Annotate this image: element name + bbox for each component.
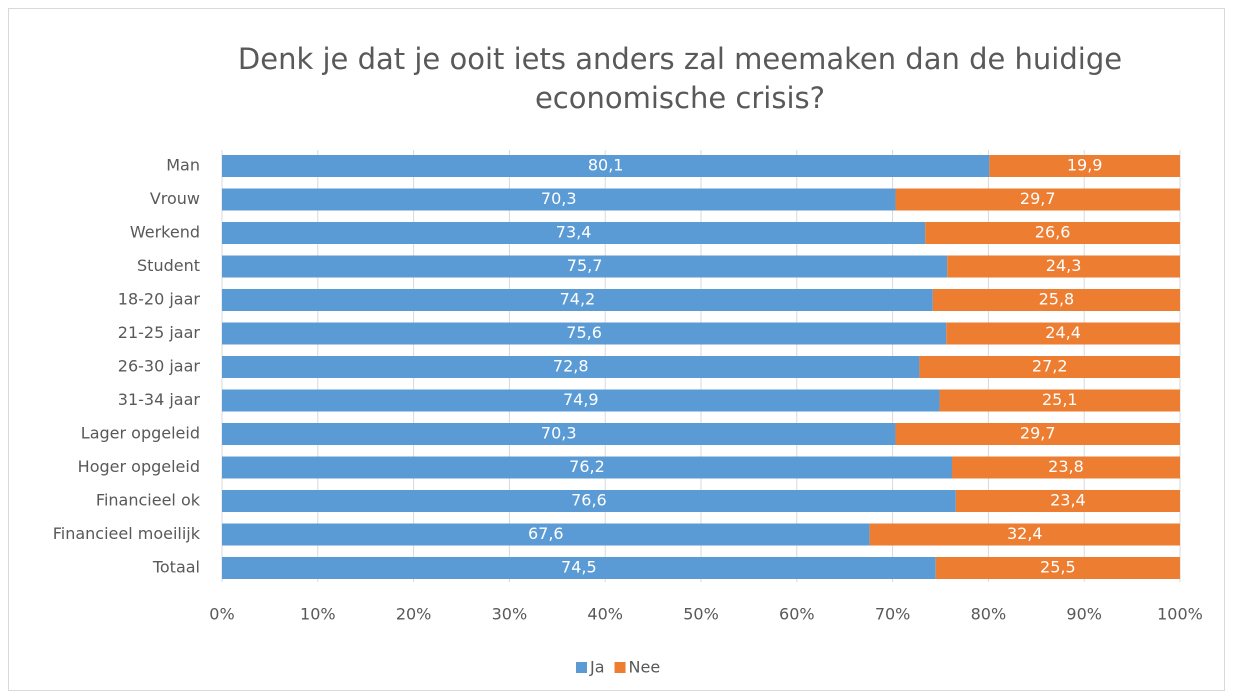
x-tick-label: 100% bbox=[1157, 605, 1203, 624]
bar-segment bbox=[222, 188, 896, 211]
data-label: 76,2 bbox=[569, 457, 605, 476]
data-label: 70,3 bbox=[541, 189, 577, 208]
y-tick-label: Financieel moeilijk bbox=[53, 524, 201, 543]
bar-segment bbox=[222, 523, 870, 546]
y-tick-label: 26-30 jaar bbox=[118, 357, 201, 376]
y-tick-label: 21-25 jaar bbox=[118, 323, 201, 342]
data-label: 25,1 bbox=[1042, 390, 1078, 409]
bar-segment bbox=[935, 557, 1180, 579]
bar-segment bbox=[895, 188, 1180, 211]
x-tick-label: 10% bbox=[300, 605, 336, 624]
data-label: 27,2 bbox=[1032, 357, 1068, 376]
legend-swatch bbox=[614, 662, 626, 673]
bar-segment bbox=[222, 490, 956, 512]
data-label: 25,8 bbox=[1039, 290, 1075, 309]
chart-border bbox=[8, 8, 1225, 691]
data-label: 70,3 bbox=[541, 424, 577, 443]
data-label: 74,9 bbox=[563, 390, 599, 409]
bar-segment bbox=[939, 389, 1180, 412]
x-tick-label: 0% bbox=[209, 605, 234, 624]
bar-segment bbox=[222, 255, 948, 278]
bar-segment bbox=[222, 456, 952, 479]
bar-segment bbox=[947, 255, 1180, 278]
bar-segment bbox=[222, 557, 936, 579]
x-tick-label: 60% bbox=[779, 605, 815, 624]
data-label: 75,6 bbox=[566, 323, 602, 342]
data-label: 74,2 bbox=[560, 290, 596, 309]
y-tick-label: Totaal bbox=[152, 558, 200, 577]
data-label: 76,6 bbox=[571, 491, 607, 510]
data-label: 25,5 bbox=[1040, 558, 1076, 577]
data-label: 72,8 bbox=[553, 357, 589, 376]
data-label: 23,4 bbox=[1050, 491, 1086, 510]
y-tick-label: Hoger opgeleid bbox=[78, 457, 200, 476]
bar-segment bbox=[222, 155, 990, 177]
data-label: 32,4 bbox=[1007, 524, 1043, 543]
bar-segment bbox=[895, 423, 1180, 445]
x-tick-label: 30% bbox=[492, 605, 528, 624]
y-tick-label: Student bbox=[137, 256, 200, 275]
data-label: 24,4 bbox=[1045, 323, 1081, 342]
x-tick-label: 80% bbox=[971, 605, 1007, 624]
bar-segment bbox=[989, 155, 1180, 177]
x-tick-label: 70% bbox=[875, 605, 911, 624]
data-label: 29,7 bbox=[1020, 189, 1056, 208]
x-tick-label: 20% bbox=[396, 605, 432, 624]
bar-segment bbox=[951, 456, 1180, 479]
data-label: 26,6 bbox=[1035, 223, 1071, 242]
y-tick-label: Werkend bbox=[130, 223, 200, 242]
bar-segment bbox=[919, 356, 1180, 378]
bar-segment bbox=[222, 389, 940, 412]
legend-label: Ja bbox=[589, 658, 605, 677]
x-tick-label: 40% bbox=[587, 605, 623, 624]
y-tick-label: Man bbox=[166, 156, 200, 175]
data-label: 23,8 bbox=[1048, 457, 1084, 476]
data-label: 67,6 bbox=[528, 524, 564, 543]
y-tick-label: 31-34 jaar bbox=[118, 390, 201, 409]
bar-segment bbox=[925, 222, 1180, 244]
bar-segment bbox=[946, 322, 1180, 345]
data-label: 73,4 bbox=[556, 223, 592, 242]
data-label: 19,9 bbox=[1067, 156, 1103, 175]
bar-segment bbox=[222, 322, 947, 345]
legend-swatch bbox=[576, 662, 587, 673]
y-tick-label: 18-20 jaar bbox=[118, 290, 201, 309]
chart-title: Denk je dat je ooit iets anders zal meem… bbox=[237, 42, 1123, 115]
x-tick-label: 90% bbox=[1066, 605, 1102, 624]
bar-segment bbox=[932, 289, 1180, 311]
data-label: 29,7 bbox=[1020, 424, 1056, 443]
bar-segment bbox=[222, 356, 920, 378]
data-label: 75,7 bbox=[567, 256, 603, 275]
y-tick-label: Financieel ok bbox=[96, 491, 201, 510]
bar-segment bbox=[222, 222, 926, 244]
bar-segment bbox=[222, 289, 933, 311]
bar-segment bbox=[869, 523, 1180, 546]
bar-segment bbox=[222, 423, 896, 445]
data-label: 74,5 bbox=[561, 558, 597, 577]
x-tick-label: 50% bbox=[683, 605, 719, 624]
data-label: 80,1 bbox=[588, 156, 624, 175]
data-label: 24,3 bbox=[1046, 256, 1082, 275]
y-tick-label: Vrouw bbox=[150, 189, 200, 208]
y-tick-label: Lager opgeleid bbox=[81, 424, 200, 443]
legend-label: Nee bbox=[629, 658, 661, 677]
bar-segment bbox=[955, 490, 1180, 512]
